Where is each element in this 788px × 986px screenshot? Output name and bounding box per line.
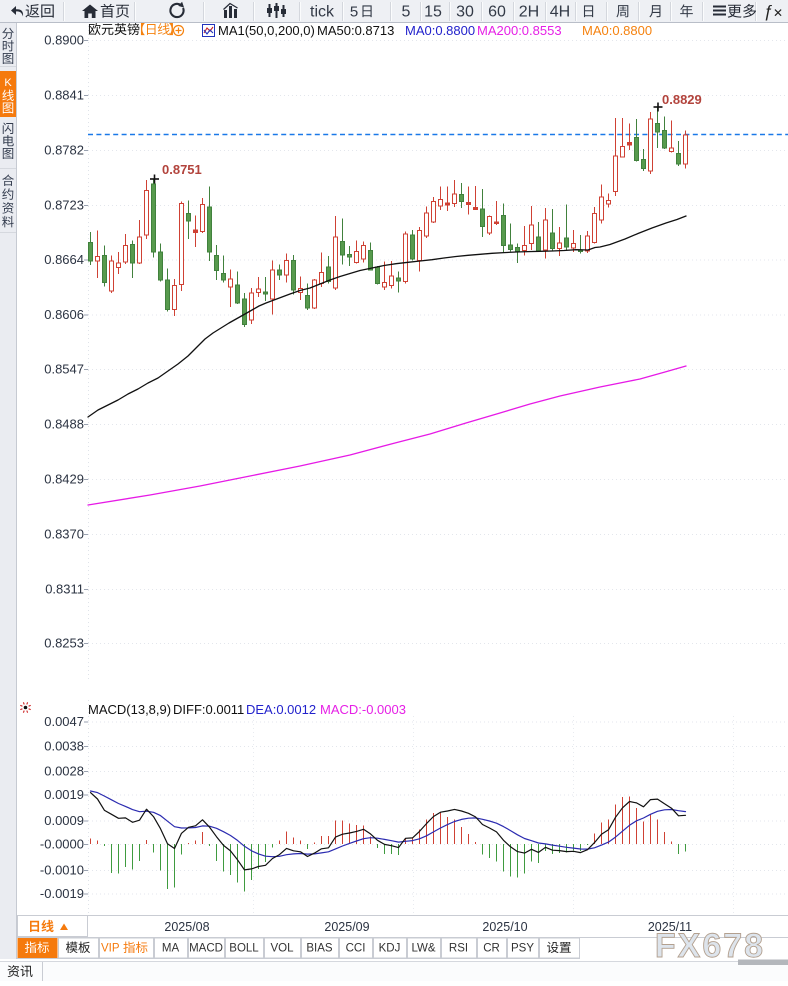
svg-text:K: K	[4, 77, 12, 89]
svg-text:CR: CR	[483, 943, 500, 955]
svg-text:30: 30	[456, 4, 474, 21]
svg-text:DEA:0.0012: DEA:0.0012	[246, 702, 316, 717]
svg-text:0.8723: 0.8723	[44, 198, 84, 213]
svg-text:15: 15	[424, 4, 442, 21]
svg-text:0.8370: 0.8370	[44, 527, 84, 542]
svg-text:0.8829: 0.8829	[662, 92, 702, 107]
svg-text:KDJ: KDJ	[379, 943, 401, 955]
svg-text:0.8606: 0.8606	[44, 307, 84, 322]
svg-text:0.8782: 0.8782	[44, 143, 84, 158]
svg-text:0.8900: 0.8900	[44, 33, 84, 48]
svg-text:0.8664: 0.8664	[44, 252, 84, 267]
svg-text:MA200:0.8553: MA200:0.8553	[477, 23, 562, 38]
svg-text:✕: ✕	[773, 6, 783, 20]
svg-text:VIP: VIP	[101, 943, 120, 955]
svg-text:0.8253: 0.8253	[44, 636, 84, 651]
svg-text:tick: tick	[310, 4, 335, 21]
svg-text:0.8547: 0.8547	[44, 362, 84, 377]
svg-text:2025/11: 2025/11	[648, 920, 692, 934]
svg-text:2025/09: 2025/09	[324, 920, 369, 934]
svg-text:ƒ: ƒ	[763, 2, 772, 21]
svg-text:5: 5	[402, 4, 411, 21]
svg-text:BIAS: BIAS	[306, 943, 333, 955]
svg-text:RSI: RSI	[449, 943, 468, 955]
svg-text:2025/08: 2025/08	[164, 920, 209, 934]
svg-text:0.0009: 0.0009	[44, 813, 84, 828]
svg-text:LW&: LW&	[411, 943, 435, 955]
svg-text:0.0047: 0.0047	[44, 714, 84, 729]
svg-text:-0.0010: -0.0010	[40, 863, 84, 878]
svg-text:60: 60	[488, 4, 506, 21]
svg-text:DIFF:0.0011: DIFF:0.0011	[173, 702, 244, 717]
svg-text:MACD:-0.0003: MACD:-0.0003	[320, 702, 406, 717]
svg-text:4H: 4H	[550, 4, 570, 21]
svg-text:-0.0019: -0.0019	[40, 886, 84, 901]
svg-text:MA1(50,0,200,0): MA1(50,0,200,0)	[218, 23, 315, 38]
svg-text:BOLL: BOLL	[229, 943, 259, 955]
svg-text:MA: MA	[162, 943, 180, 955]
svg-text:0.0038: 0.0038	[44, 739, 84, 754]
svg-text:2025/10: 2025/10	[482, 920, 527, 934]
svg-text:FX678: FX678	[655, 927, 765, 965]
svg-text:MA50:0.8713: MA50:0.8713	[317, 23, 394, 38]
svg-text:-0.0000: -0.0000	[40, 837, 84, 852]
svg-text:0.8841: 0.8841	[44, 88, 84, 103]
svg-text:0.8311: 0.8311	[45, 582, 84, 597]
svg-text:CCI: CCI	[346, 943, 366, 955]
svg-text:MA0:0.8800: MA0:0.8800	[582, 23, 652, 38]
svg-text:MA0:0.8800: MA0:0.8800	[405, 23, 475, 38]
svg-text:2H: 2H	[519, 4, 539, 21]
svg-text:MACD: MACD	[189, 943, 223, 955]
svg-text:0.8488: 0.8488	[44, 417, 84, 432]
svg-text:0.8751: 0.8751	[162, 162, 202, 177]
svg-text:0.0028: 0.0028	[44, 764, 84, 779]
svg-text:5: 5	[350, 4, 358, 21]
svg-text:MACD(13,8,9): MACD(13,8,9)	[88, 702, 171, 717]
svg-text:PSY: PSY	[511, 943, 534, 955]
svg-text:VOL: VOL	[270, 943, 294, 955]
svg-text:0.8429: 0.8429	[44, 472, 84, 487]
svg-text:0.0019: 0.0019	[44, 787, 84, 802]
